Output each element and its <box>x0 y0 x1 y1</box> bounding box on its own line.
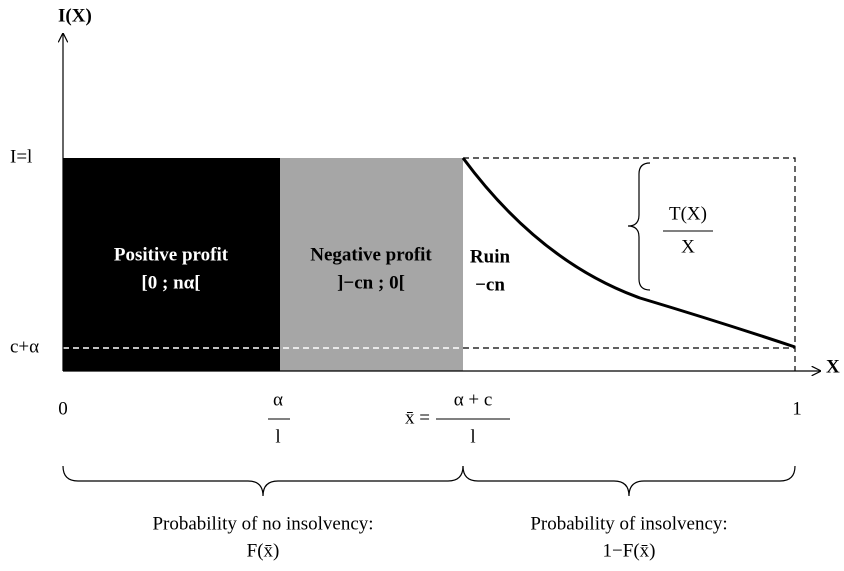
region-range: [0 ; nα[ <box>141 272 200 293</box>
curve <box>461 157 796 349</box>
curve-label-den: X <box>681 236 695 257</box>
region-range: ]−cn ; 0[ <box>337 272 405 293</box>
x-tick-num: α <box>273 389 283 410</box>
y-tick: I=l <box>10 146 32 167</box>
brace <box>627 162 651 291</box>
brace <box>462 465 796 497</box>
x-tick-den: l <box>275 426 280 447</box>
positive-region <box>63 158 280 371</box>
y-tick: c+α <box>10 336 39 357</box>
bound-box <box>463 157 796 371</box>
x-tick-prefix: x̄ = <box>405 407 430 428</box>
brace <box>62 465 464 497</box>
x-tick-num: α + c <box>454 389 493 410</box>
x-tick: 1 <box>792 398 802 419</box>
region-title: Negative profit <box>310 244 432 265</box>
region-range: −cn <box>475 274 505 295</box>
brace-text: Probability of no insolvency: <box>152 513 373 534</box>
y-label: I(X) <box>58 5 92 26</box>
x-tick-den: l <box>470 426 475 447</box>
region-title: Positive profit <box>114 244 229 265</box>
x-label: X <box>826 356 840 377</box>
brace-text: Probability of insolvency: <box>530 513 727 534</box>
brace-text: 1−F(x̄) <box>603 540 656 561</box>
region-title: Ruin <box>470 246 511 267</box>
brace-text: F(x̄) <box>247 540 280 561</box>
x-tick: 0 <box>58 398 68 419</box>
negative-region <box>280 158 463 371</box>
curve-label-num: T(X) <box>669 203 707 224</box>
